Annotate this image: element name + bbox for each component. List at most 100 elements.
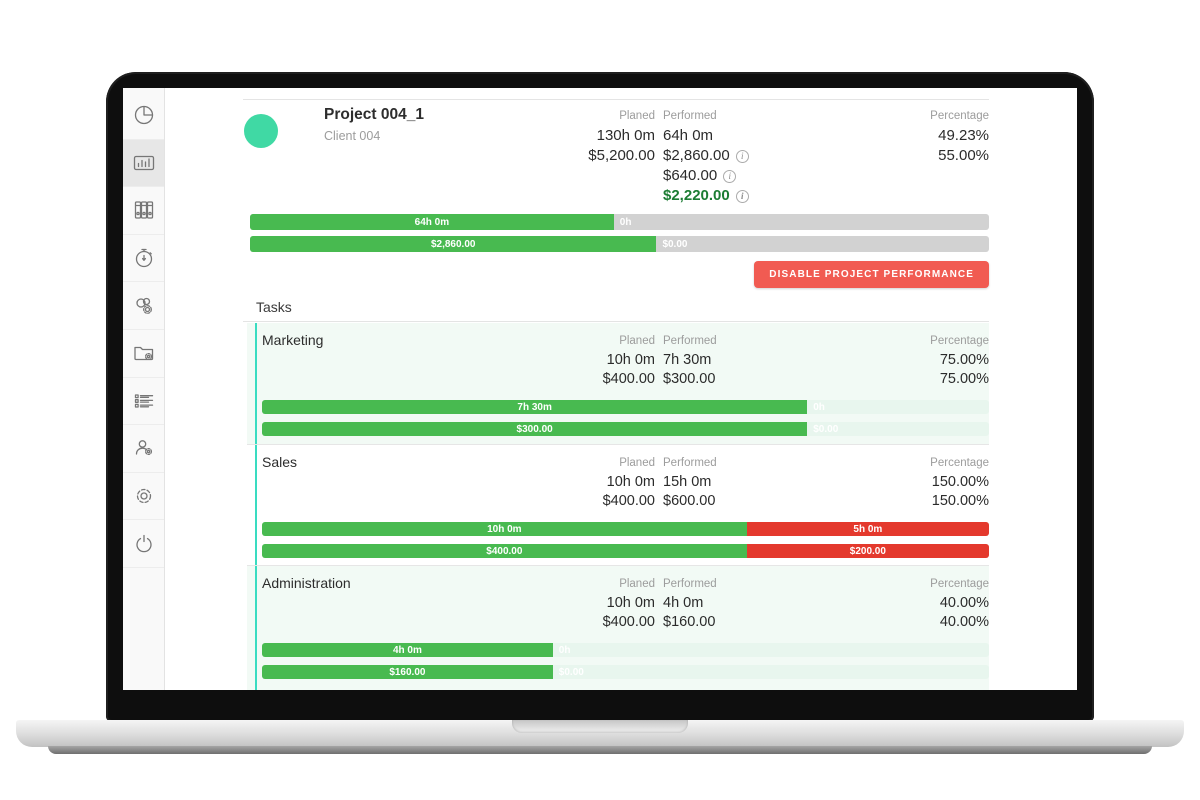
percentage-money: 40.00% xyxy=(939,614,989,630)
info-icon[interactable]: i xyxy=(735,150,749,163)
performed-time: 4h 0m xyxy=(663,595,704,611)
progress-fill: 10h 0m xyxy=(262,522,747,536)
user-settings-icon xyxy=(135,440,152,456)
percentage-label: Percentage xyxy=(930,578,989,590)
planned-money: $400.00 xyxy=(602,614,655,630)
performed-label: Performed xyxy=(663,457,717,469)
task-percentage-column: Percentage 75.00% 75.00% xyxy=(829,335,989,390)
progress-fill: $300.00 xyxy=(262,422,808,436)
performed-time: 15h 0m xyxy=(663,474,712,490)
laptop-screen: Project 004_1 Client 004 Planed 130h 0m … xyxy=(123,88,1077,690)
task-accent-line xyxy=(255,566,257,690)
task-money-progressbar: $400.00 $200.00 xyxy=(262,544,989,558)
info-icon[interactable]: i xyxy=(723,170,737,183)
planned-label: Planed xyxy=(619,457,655,469)
performed-label: Performed xyxy=(663,578,717,590)
progress-remainder: $0.00 xyxy=(813,423,839,435)
planned-money: $400.00 xyxy=(602,371,655,387)
pie-chart-icon xyxy=(134,106,153,125)
task-planned-column: Planed 10h 0m $400.00 xyxy=(495,335,655,390)
planned-money: $5,200.00 xyxy=(588,147,655,164)
bar-chart-icon xyxy=(133,155,154,171)
progress-overrun: 5h 0m xyxy=(746,522,989,536)
project-percentage-column: Percentage 49.23% 55.00% xyxy=(829,110,989,167)
task-card: Marketing Planed 10h 0m $400.00 Performe… xyxy=(247,323,989,445)
task-planned-column: Planed 10h 0m $400.00 xyxy=(495,578,655,633)
project-money-progressbar: $2,860.00 $0.00 xyxy=(250,236,989,252)
percentage-time: 49.23% xyxy=(938,127,989,144)
task-planned-column: Planed 10h 0m $400.00 xyxy=(495,457,655,512)
percentage-time: 75.00% xyxy=(939,352,989,368)
task-time-progressbar: 7h 30m 0h xyxy=(262,400,989,414)
sidebar-item-user-settings[interactable] xyxy=(123,425,164,473)
project-performed-column: Performed 64h 0m $2,860.00 i $640.00 i $2,… xyxy=(663,110,843,207)
progress-remainder: 0h xyxy=(619,216,632,228)
planned-money: $400.00 xyxy=(602,493,655,509)
task-performed-column: Performed 4h 0m $160.00 xyxy=(663,578,843,633)
main-content: Project 004_1 Client 004 Planed 130h 0m … xyxy=(243,88,989,690)
tasks-heading: Tasks xyxy=(256,299,292,315)
performed-money: $300.00 xyxy=(663,371,716,387)
progress-fill: 4h 0m xyxy=(262,643,553,657)
percentage-label: Percentage xyxy=(930,110,989,122)
planned-time: 130h 0m xyxy=(596,127,655,144)
header-divider xyxy=(243,99,989,100)
laptop-base xyxy=(16,720,1184,747)
task-name: Administration xyxy=(262,575,351,591)
task-time-progressbar: 4h 0m 0h xyxy=(262,643,989,657)
sidebar-item-settings[interactable] xyxy=(123,473,164,521)
performed-money: $2,860.00 i xyxy=(663,147,843,167)
task-percentage-column: Percentage 40.00% 40.00% xyxy=(829,578,989,633)
performed-profit: $2,220.00 i xyxy=(663,187,843,207)
task-accent-line xyxy=(255,445,257,565)
progress-remainder: 0h xyxy=(558,644,571,656)
task-name: Sales xyxy=(262,454,298,470)
stopwatch-icon xyxy=(135,248,152,268)
sidebar-item-reports[interactable] xyxy=(123,92,164,140)
performed-money: $160.00 xyxy=(663,614,716,630)
percentage-money: 150.00% xyxy=(931,493,989,509)
progress-overrun: $200.00 xyxy=(746,544,989,558)
progress-fill: 7h 30m xyxy=(262,400,808,414)
project-avatar xyxy=(244,114,278,148)
task-percentage-column: Percentage 150.00% 150.00% xyxy=(829,457,989,512)
sidebar-item-team-settings[interactable] xyxy=(123,282,164,330)
progress-remainder: 0h xyxy=(813,401,825,413)
percentage-time: 150.00% xyxy=(931,474,989,490)
project-client: Client 004 xyxy=(324,129,381,143)
sidebar-item-projects[interactable] xyxy=(123,187,164,235)
percentage-money: 75.00% xyxy=(939,371,989,387)
progress-fill: 64h 0m xyxy=(250,214,614,230)
planned-label: Planed xyxy=(619,578,655,590)
performed-label: Performed xyxy=(663,335,717,347)
performed-time: 7h 30m xyxy=(663,352,712,368)
task-money-progressbar: $160.00 $0.00 xyxy=(262,665,989,679)
task-name: Marketing xyxy=(262,332,324,348)
sidebar-item-performance[interactable] xyxy=(123,139,164,188)
progress-fill: $2,860.00 xyxy=(250,236,657,252)
binders-icon xyxy=(134,201,153,220)
settings-gear-icon xyxy=(136,488,151,504)
project-time-progressbar: 64h 0m 0h xyxy=(250,214,989,230)
task-money-progressbar: $300.00 $0.00 xyxy=(262,422,989,436)
performed-time: 64h 0m xyxy=(663,127,714,144)
planned-label: Planed xyxy=(619,110,655,122)
progress-fill: $160.00 xyxy=(262,665,553,679)
sidebar-item-logout[interactable] xyxy=(123,520,164,568)
performed-label: Performed xyxy=(663,110,717,122)
disable-project-performance-button[interactable]: DISABLE PROJECT PERFORMANCE xyxy=(754,261,989,288)
task-card: Administration Planed 10h 0m $400.00 Per… xyxy=(247,566,989,690)
progress-remainder: $0.00 xyxy=(558,666,584,678)
info-icon[interactable]: i xyxy=(735,190,749,203)
planned-time: 10h 0m xyxy=(606,595,655,611)
sidebar-item-task-list[interactable] xyxy=(123,378,164,426)
task-accent-line xyxy=(255,323,257,444)
sidebar-item-project-settings[interactable] xyxy=(123,330,164,378)
task-performed-column: Performed 15h 0m $600.00 xyxy=(663,457,843,512)
task-time-progressbar: 10h 0m 5h 0m xyxy=(262,522,989,536)
sidebar-item-timer[interactable] xyxy=(123,235,164,283)
task-list: Marketing Planed 10h 0m $400.00 Performe… xyxy=(247,323,989,690)
performed-expenses: $640.00 i xyxy=(663,167,843,187)
laptop-base-underside xyxy=(48,746,1152,754)
